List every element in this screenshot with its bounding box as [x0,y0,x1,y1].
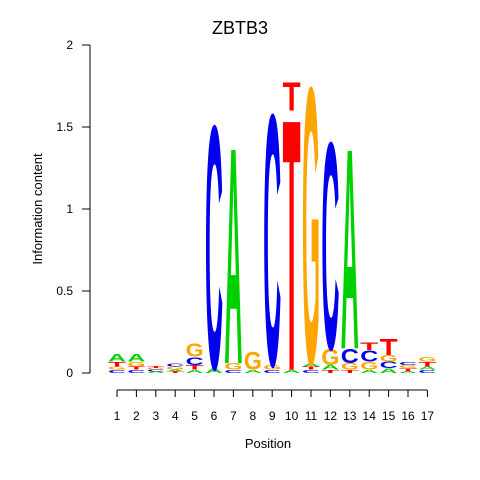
logo-letter-G: G [166,366,184,371]
logo-letter-T: T [341,369,359,374]
y-axis-ticks: 0 0.5 1 1.5 2 [56,38,90,380]
logo-letter-C: C [263,369,282,374]
logo-letter-T: T [166,371,185,374]
logo-letter-G: G [224,362,242,372]
logo-letter-C: C [205,55,223,443]
logo-letter-C: C [399,361,418,366]
logo-letter-C: C [224,369,243,374]
logo-letter-A: A [399,371,417,374]
logo-letter-T: T [283,45,301,447]
x-tick-label: 3 [152,409,159,423]
x-tick-label: 4 [172,409,179,423]
x-tick-label: 14 [363,409,377,423]
logo-letter-A: A [418,366,437,371]
logo-letter-C: C [166,363,185,368]
y-tick-label: 0.5 [56,284,73,298]
logo-letter-C: C [360,347,378,365]
logo-letter-G: G [108,366,126,371]
x-tick-label: 11 [305,409,318,423]
logo-letter-A: A [127,352,145,365]
logo-letter-G: G [360,360,378,373]
logo-letter-T: T [186,364,204,372]
logo-letter-A: A [244,369,263,374]
x-tick-label: 9 [269,409,276,423]
logo-letter-C: C [127,369,146,374]
y-tick-label: 0 [66,366,73,380]
logo-letter-G: G [147,368,165,371]
x-tick-label: 1 [114,409,121,423]
logo-letter-G: G [302,6,320,448]
x-tick-label: 16 [401,409,415,423]
logo-letter-C: C [341,346,359,368]
logo-letter-G: G [186,341,204,361]
logo-letter-T: T [147,366,166,369]
logo-letter-G: G [399,364,417,369]
x-axis-ticks: 1 2 3 4 5 6 7 8 9 10 11 12 13 14 15 16 17 [114,390,435,423]
logo-letter-A: A [205,367,223,375]
logo-letter-T: T [127,366,145,371]
logo-letter-A: A [341,90,359,410]
x-tick-label: 10 [285,409,299,423]
logo-letter-T: T [321,369,339,374]
logo-letter-A: A [360,369,379,374]
x-tick-label: 17 [421,409,435,423]
logo-letter-C: C [108,369,127,374]
logo-letter-C: C [321,82,339,412]
x-tick-label: 15 [382,409,396,423]
y-tick-label: 2 [66,38,73,52]
logo-letter-T: T [418,360,436,368]
logo-letter-T: T [283,74,301,120]
logo-letter-T: T [302,366,320,371]
logo-letter-C: C [302,369,321,374]
logo-letter-A: A [283,369,302,374]
logo-letter-G: G [418,356,436,364]
logo-letter-C: C [418,369,437,374]
logo-letter-A: A [321,364,339,372]
x-tick-label: 12 [324,409,338,423]
logo-letter-A: A [380,367,398,375]
logo-letter-G: G [244,347,262,376]
x-axis-label: Position [245,436,291,451]
x-tick-label: 8 [249,409,256,423]
x-tick-label: 2 [133,409,140,423]
logo-letter-A: A [186,369,205,374]
logo-letter-T: T [108,360,126,368]
logo-letter-G: G [321,345,339,371]
logo-letter-A: A [302,363,321,368]
logo-letter-G: G [263,364,281,372]
x-tick-label: 7 [230,409,237,423]
chart-title: ZBTB3 [212,18,268,38]
logo-letter-T: T [399,368,417,373]
logo-letter-G: G [127,360,145,368]
x-tick-label: 13 [343,409,357,423]
logo-letter-A: A [224,82,242,429]
logo-letter-C: C [263,40,281,442]
logo-letter-C: C [186,355,204,368]
y-tick-label: 1 [66,202,73,216]
logo-letter-C: C [380,360,398,370]
logo-letter-A: A [166,369,184,372]
logo-letter-A: A [147,371,165,374]
x-tick-label: 5 [191,409,198,423]
logo-letter-G: G [380,354,398,364]
y-axis-label: Information content [30,153,45,265]
logo-letter-T: T [360,340,378,353]
y-tick-label: 1.5 [56,120,73,134]
logo-letter-G: G [341,362,359,372]
logo-letter-A: A [108,352,126,365]
logo-letter-C: C [147,369,165,372]
logo-letter-T: T [380,335,398,361]
x-tick-label: 6 [211,409,218,423]
